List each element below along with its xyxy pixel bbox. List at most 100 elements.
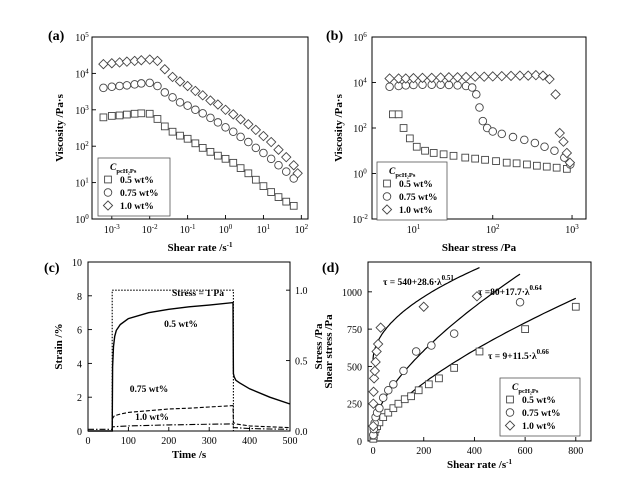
legend-label: 0.5 wt%	[399, 180, 433, 190]
y-tick-label: 0	[357, 437, 362, 448]
data-point	[375, 322, 386, 333]
data-point	[449, 329, 459, 338]
plot-frame	[91, 36, 309, 220]
legend-box	[499, 377, 581, 437]
series-line	[88, 289, 290, 432]
data-point	[182, 80, 193, 92]
data-point	[502, 158, 511, 167]
legend-marker	[383, 179, 391, 188]
data-point	[368, 398, 379, 409]
data-point	[221, 154, 230, 163]
y-tick-label: 104	[75, 67, 89, 80]
x-tick-label: 10-3	[104, 223, 120, 236]
legend-marker	[382, 192, 392, 201]
legend-label: 1.0 wt%	[120, 202, 154, 212]
legend-label: 1.0 wt%	[522, 422, 556, 432]
y-tick-label: 10	[72, 258, 82, 269]
data-point	[273, 144, 284, 155]
data-point	[475, 347, 484, 356]
x-tick-label: 200	[161, 436, 176, 447]
data-point	[229, 127, 238, 136]
data-point	[542, 162, 551, 171]
data-point	[288, 159, 299, 171]
data-point	[384, 386, 393, 395]
data-point	[471, 154, 480, 163]
data-point	[236, 164, 245, 172]
y-tick-label: 101	[75, 177, 89, 190]
x-tick-label: 800	[568, 446, 583, 457]
data-point	[243, 119, 254, 130]
data-point	[389, 404, 398, 413]
data-point	[453, 81, 462, 90]
data-point	[160, 88, 170, 97]
x-tick-label: 400	[467, 446, 482, 457]
data-point	[520, 135, 529, 145]
data-point	[115, 111, 124, 120]
data-point	[435, 374, 443, 383]
data-point	[561, 147, 573, 159]
data-point	[236, 132, 245, 142]
data-point	[475, 103, 484, 112]
y-tick-label: 106	[353, 31, 367, 44]
data-point	[537, 70, 549, 81]
data-point	[367, 420, 379, 432]
x-axis-label: Shear stress /Pa	[442, 242, 517, 254]
data-point	[175, 98, 185, 107]
data-point	[259, 182, 268, 190]
x-tick-label: 300	[202, 436, 217, 447]
data-point	[190, 85, 201, 97]
data-point	[424, 380, 433, 389]
data-point	[443, 72, 455, 83]
data-point	[368, 386, 379, 398]
data-point	[394, 110, 403, 119]
data-point	[228, 109, 239, 120]
data-point	[450, 364, 459, 372]
legend-marker	[104, 175, 112, 184]
data-point	[452, 72, 463, 83]
data-point	[206, 113, 215, 123]
panel-a: 10-3 10-2 10-1 100 101 102 100 101 102 103 104 105 (…	[48, 29, 309, 254]
plot-frame	[367, 261, 592, 442]
data-point	[259, 148, 268, 158]
data-point	[515, 298, 525, 307]
y-tick-label: 1000	[342, 288, 362, 299]
data-point	[153, 115, 162, 123]
data-point	[492, 157, 500, 165]
data-point	[405, 134, 414, 143]
plot-frame	[87, 261, 291, 432]
data-point	[469, 71, 481, 82]
data-point	[408, 72, 419, 84]
y-tick-label: 500	[347, 362, 362, 373]
data-point	[214, 151, 222, 160]
legend-marker	[504, 420, 516, 431]
data-point	[481, 155, 489, 164]
y2-tick-label: 0.5	[295, 357, 308, 368]
data-point	[168, 93, 177, 102]
data-point	[107, 82, 117, 91]
data-point	[533, 161, 541, 170]
data-point	[508, 132, 518, 142]
data-point	[372, 338, 384, 350]
data-point	[417, 72, 428, 84]
data-point	[160, 122, 169, 131]
y-axis-label: Strain /%	[53, 323, 65, 369]
legend-label: 0.75 wt%	[120, 189, 159, 199]
data-point	[571, 302, 580, 311]
legend-marker	[102, 200, 114, 211]
legend-marker	[381, 204, 393, 215]
data-point	[400, 73, 412, 84]
data-point	[370, 356, 381, 368]
data-point	[439, 150, 448, 159]
fit-equation: τ =80+17.7·λ0.64	[478, 284, 542, 298]
data-point	[130, 109, 139, 118]
data-point	[213, 118, 223, 127]
legend-marker	[505, 408, 515, 417]
data-point	[512, 159, 521, 168]
data-point	[121, 56, 133, 67]
fit-equation: τ = 9+11.5·λ0.66	[488, 348, 549, 362]
data-point	[461, 153, 470, 162]
data-point	[212, 99, 224, 110]
data-point	[229, 158, 238, 167]
data-point	[523, 160, 531, 169]
data-point	[472, 90, 481, 99]
